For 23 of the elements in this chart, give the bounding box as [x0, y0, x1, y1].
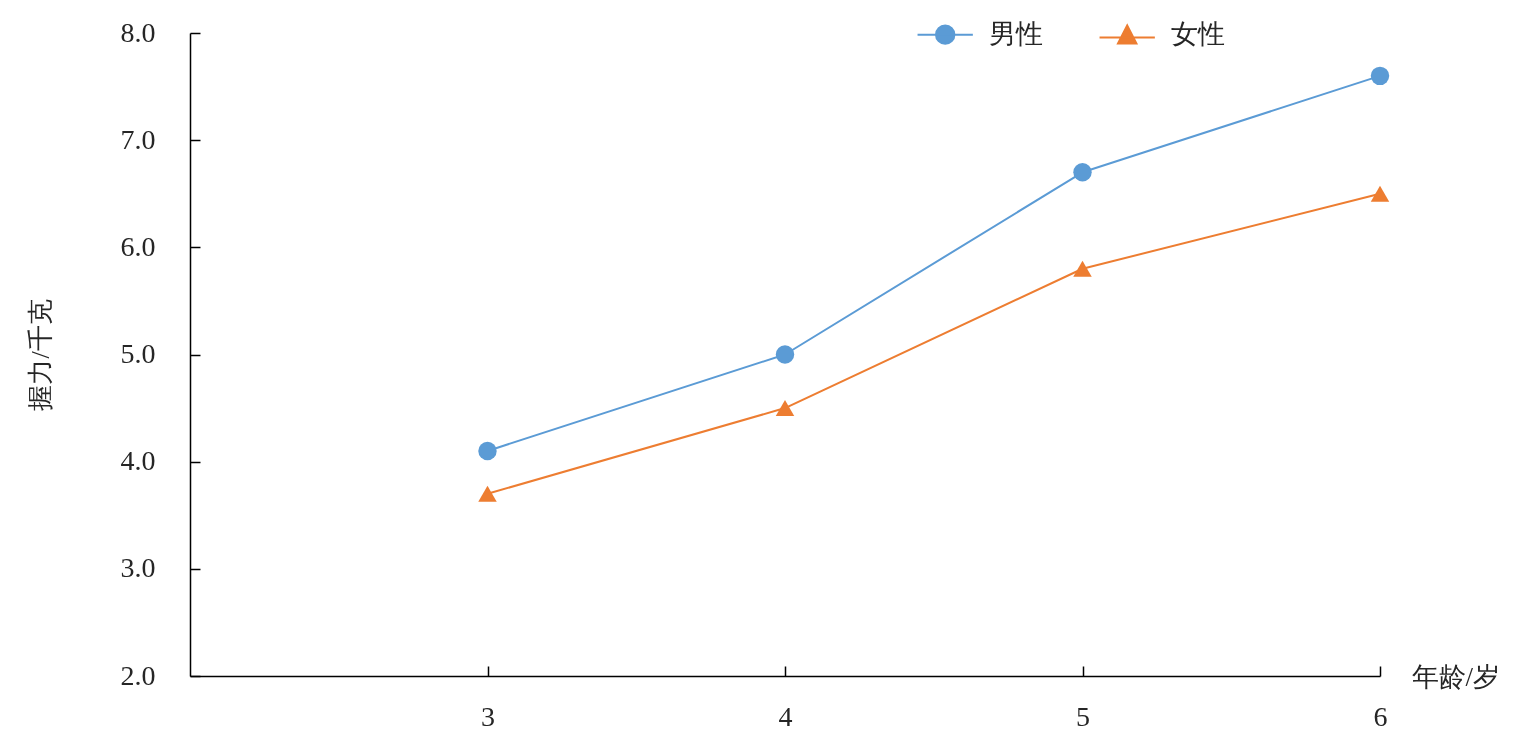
x-axis-title: 年龄/岁: [1411, 661, 1501, 692]
point: [775, 400, 795, 417]
x-tick-label: 6: [1373, 700, 1388, 732]
legend-label: 女性: [1170, 18, 1225, 49]
y-tick-label: 7.0: [120, 123, 156, 155]
y-tick-label: 3.0: [120, 552, 156, 584]
legend-label: 男性: [988, 18, 1043, 49]
x-tick-label: 3: [481, 700, 495, 732]
point: [1370, 185, 1390, 202]
point: [1073, 260, 1092, 277]
x-tick-label: 4: [778, 700, 793, 732]
y-tick-label: 8.0: [120, 16, 156, 48]
point: [478, 485, 497, 502]
y-axis-title: 握力/千克: [25, 299, 55, 411]
point: [1073, 163, 1092, 182]
point: [478, 441, 497, 461]
y-tick-label: 4.0: [120, 445, 156, 477]
x-tick-label: 5: [1076, 700, 1090, 732]
y-tick-label: 2.0: [120, 659, 156, 691]
point: [775, 345, 795, 364]
y-tick-label: 5.0: [120, 338, 156, 369]
point: [1370, 66, 1390, 86]
y-tick-label: 6.0: [120, 230, 156, 262]
